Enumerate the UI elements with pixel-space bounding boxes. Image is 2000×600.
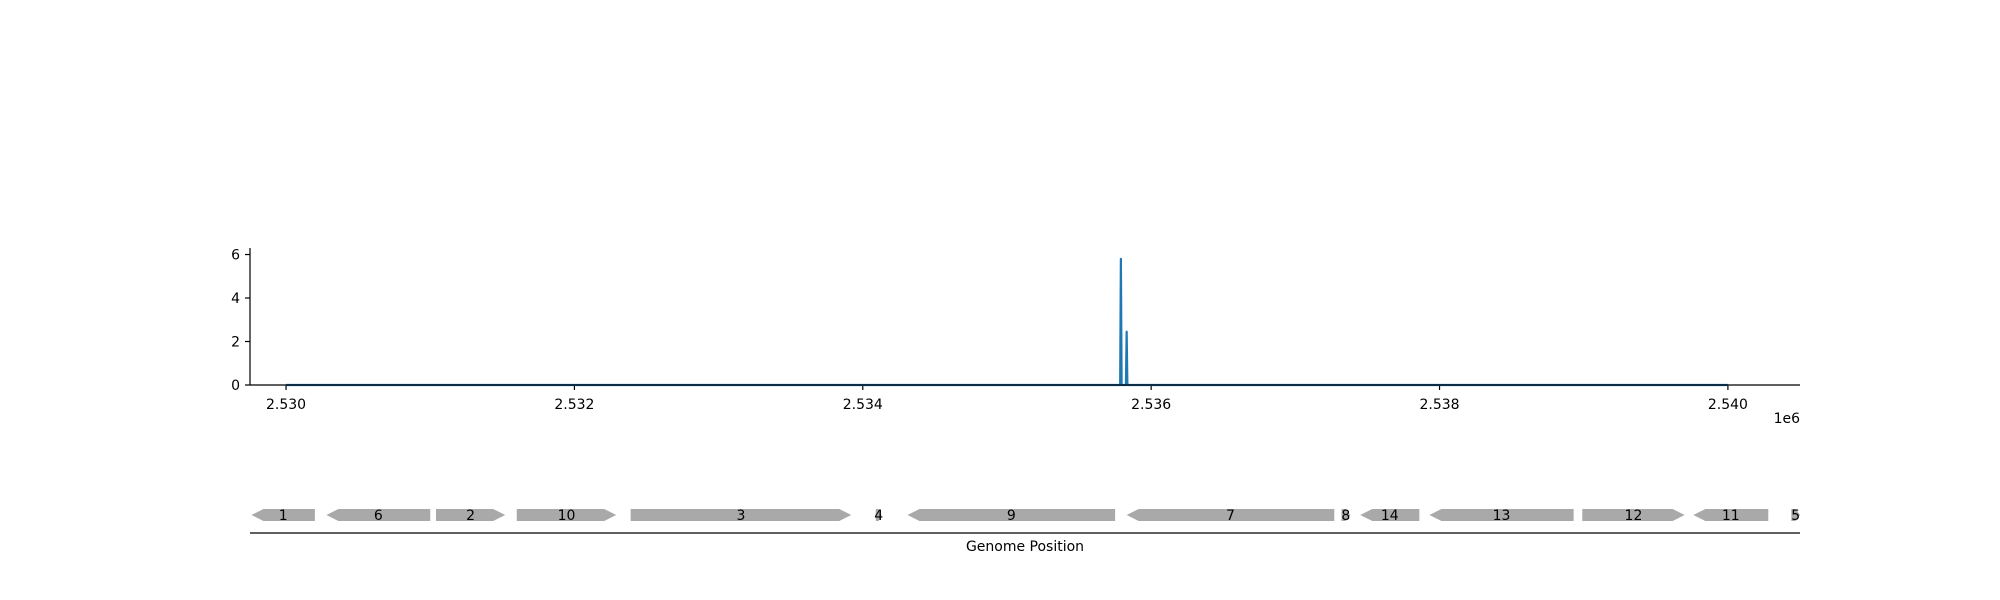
gene-arrow xyxy=(1126,509,1335,521)
gene-label: 6 xyxy=(374,508,383,524)
gene-arrow xyxy=(1341,509,1351,521)
x-axis-offset-label: 1e6 xyxy=(1774,411,1801,427)
x-tick-label: 2.538 xyxy=(1419,397,1459,413)
gene-arrow xyxy=(251,509,315,521)
y-tick-label: 0 xyxy=(231,378,240,394)
x-tick-label: 2.540 xyxy=(1708,397,1748,413)
gene-arrow xyxy=(516,509,617,521)
gene-label: 7 xyxy=(1226,508,1235,524)
gene-label: 11 xyxy=(1722,508,1740,524)
gene-label: 5 xyxy=(1791,508,1800,524)
gene-label: 13 xyxy=(1493,508,1511,524)
signal-plot: 2.530 2.532 2.534 2.536 2.538 2.540 0 2 4 6 1e6 xyxy=(231,248,1800,427)
gene-arrow xyxy=(630,509,852,521)
y-tick-label: 2 xyxy=(231,335,240,351)
gene-label: 4 xyxy=(874,508,883,524)
gene-label: 1 xyxy=(279,508,288,524)
gene-arrow xyxy=(326,509,431,521)
gene-arrows: 1 6 2 10 3 4 9 7 8 14 13 12 11 5 xyxy=(251,508,1800,524)
gene-label: 9 xyxy=(1007,508,1016,524)
signal-series-line xyxy=(286,257,1728,387)
y-tick-label: 4 xyxy=(231,291,240,307)
gene-arrow xyxy=(1429,509,1574,521)
gene-label: 12 xyxy=(1625,508,1643,524)
gene-arrow xyxy=(907,509,1116,521)
gene-label: 14 xyxy=(1381,508,1399,524)
gene-track: 1 6 2 10 3 4 9 7 8 14 13 12 11 5 Genome Position xyxy=(250,508,1800,555)
gene-arrow xyxy=(1791,509,1800,521)
gene-label: 8 xyxy=(1341,508,1350,524)
signal-ticks: 2.530 2.532 2.534 2.536 2.538 2.540 0 2 4 6 xyxy=(231,248,1748,413)
x-tick-label: 2.532 xyxy=(554,397,594,413)
gene-arrow xyxy=(1582,509,1685,521)
gene-label: 10 xyxy=(558,508,576,524)
gene-arrow xyxy=(1693,509,1769,521)
gene-track-x-axis-label: Genome Position xyxy=(966,539,1084,555)
gene-arrow xyxy=(1360,509,1420,521)
x-tick-label: 2.534 xyxy=(843,397,883,413)
gene-arrow xyxy=(436,509,506,521)
gene-label: 3 xyxy=(736,508,745,524)
x-tick-label: 2.530 xyxy=(266,397,306,413)
x-tick-label: 2.536 xyxy=(1131,397,1171,413)
gene-label: 2 xyxy=(466,508,475,524)
y-tick-label: 6 xyxy=(231,248,240,264)
gene-arrow xyxy=(875,509,882,521)
